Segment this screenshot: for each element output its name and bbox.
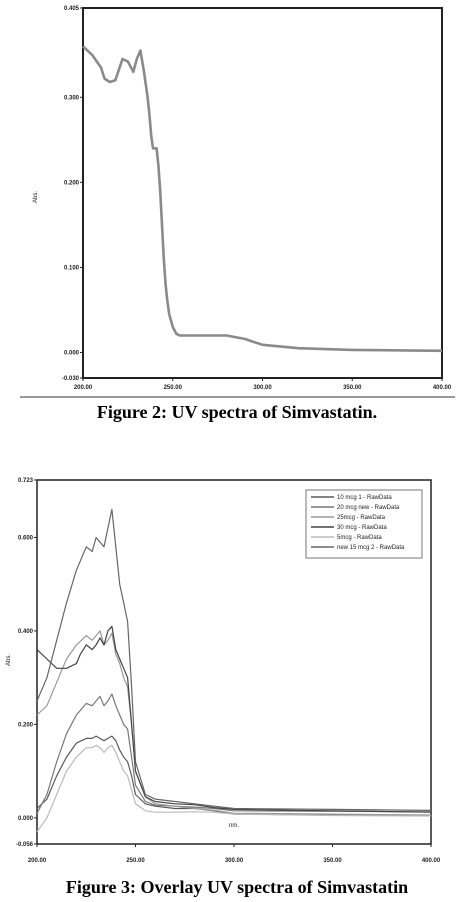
chart2-y-axis-label: Abs. <box>6 654 12 666</box>
series-line-3 <box>36 625 432 813</box>
legend-label: 10 mcg 1 - RawData <box>337 495 392 501</box>
y-tick-label: 0.405 <box>64 6 80 12</box>
chart1-y-axis: 0.405 0.300 0.200 0.100 0.000 -0.030 <box>62 6 83 382</box>
uv-spectrum-chart: 0.405 0.300 0.200 0.100 0.000 -0.030 200.00 25… <box>33 6 452 391</box>
figure-3-caption: Figure 3: Overlay UV spectra of Simvasta… <box>65 877 409 897</box>
series-line-1 <box>36 693 432 814</box>
y-tick-label: -0.056 <box>16 842 34 848</box>
x-tick-label: 350.00 <box>323 858 342 864</box>
y-tick-label: 0.000 <box>64 350 80 356</box>
legend-label: 30 mcg - RawData <box>337 525 387 531</box>
y-tick-label: 0.200 <box>18 722 34 728</box>
y-tick-label: 0.723 <box>18 478 34 484</box>
y-tick-label: -0.030 <box>62 376 80 382</box>
legend-label: 20 mcg new - RawData <box>337 505 400 511</box>
y-tick-label: 0.000 <box>18 816 34 822</box>
x-tick-label: 300.00 <box>225 858 244 864</box>
chart1-y-axis-label: Abs. <box>33 191 39 203</box>
y-tick-label: 0.100 <box>64 265 80 271</box>
y-tick-label: 0.400 <box>18 629 34 635</box>
chart2-y-axis: 0.723 0.600 0.400 0.200 0.000 -0.056 <box>16 478 37 848</box>
x-tick-label: 300.00 <box>253 385 272 391</box>
x-tick-label: 350.00 <box>343 385 362 391</box>
series-line-0 <box>36 735 432 817</box>
figure-2-caption: Figure 2: UV spectra of Simvastatin. <box>96 402 378 422</box>
x-tick-label: 200.00 <box>28 858 47 864</box>
legend-label: new 15 mcg 2 - RawData <box>337 545 405 551</box>
y-tick-label: 0.300 <box>64 95 80 101</box>
overlay-uv-spectra-chart: 0.723 0.600 0.400 0.200 0.000 -0.056 200.00 25… <box>6 478 441 864</box>
chart2-x-axis: 200.00 250.00 300.00 350.00 400.00 <box>28 844 441 864</box>
series-line-0 <box>82 45 443 353</box>
x-tick-label: 400.00 <box>433 385 452 391</box>
x-tick-label: 250.00 <box>164 385 183 391</box>
y-tick-label: 0.600 <box>18 535 34 541</box>
chart2-x-axis-label: nm. <box>229 823 239 829</box>
chart1-series-group <box>82 45 443 353</box>
legend-label: 5mcg - RawData <box>337 535 382 541</box>
series-line-4 <box>36 744 432 833</box>
y-tick-label: 0.200 <box>64 180 80 186</box>
chart2-legend: 10 mcg 1 - RawData 20 mcg new - RawData 25… <box>305 489 423 559</box>
chart1-x-axis: 200.00 250.00 300.00 350.00 400.00 <box>74 378 452 391</box>
chart2-series-group <box>36 508 432 833</box>
x-tick-label: 400.00 <box>422 858 441 864</box>
series-line-2 <box>36 630 432 816</box>
series-line-5 <box>36 508 432 811</box>
x-tick-label: 200.00 <box>74 385 93 391</box>
x-tick-label: 250.00 <box>126 858 145 864</box>
legend-label: 25mcg - RawData <box>337 515 386 521</box>
